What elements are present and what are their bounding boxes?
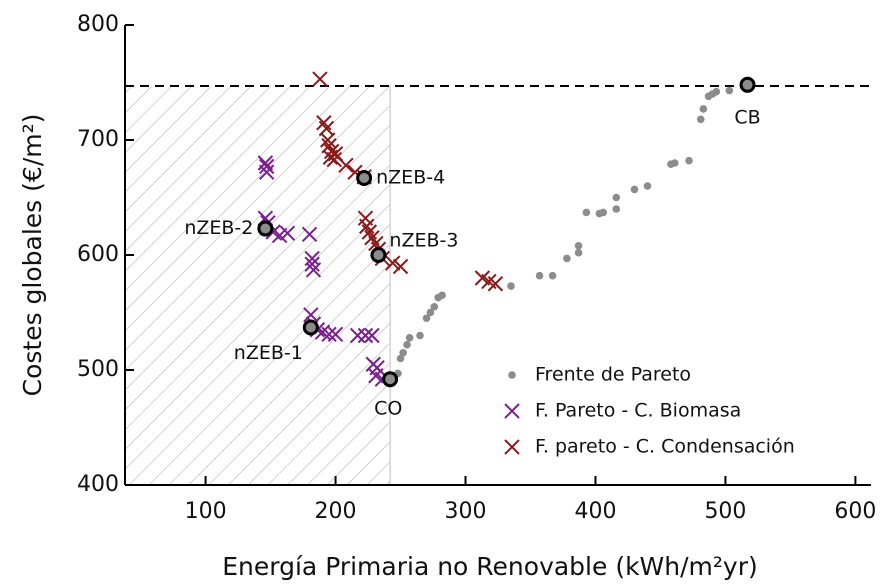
point xyxy=(725,86,734,95)
point xyxy=(258,164,275,180)
point xyxy=(385,255,401,271)
point xyxy=(599,208,608,217)
point xyxy=(321,326,337,343)
point xyxy=(422,314,431,323)
point xyxy=(303,307,319,323)
point xyxy=(612,193,621,202)
y-tick-label: 800 xyxy=(77,12,119,37)
point xyxy=(507,282,515,290)
y-tick-label: 600 xyxy=(77,242,119,267)
hatched-region xyxy=(125,85,391,485)
y-tick-label: 500 xyxy=(77,357,119,382)
point xyxy=(399,348,407,357)
point xyxy=(392,258,409,275)
point xyxy=(396,354,405,363)
point xyxy=(685,156,693,165)
legend-label: F. Pareto - C. Biomasa xyxy=(535,400,741,422)
y-axis-label: Costes globales (€/m²) xyxy=(18,114,47,397)
point xyxy=(430,302,439,311)
x-tick-label: 200 xyxy=(315,499,357,524)
point xyxy=(279,225,296,241)
point xyxy=(630,185,639,194)
annotation: nZEB-4 xyxy=(376,166,445,188)
point xyxy=(416,331,424,340)
annotation: nZEB-3 xyxy=(389,230,458,252)
x-tick-label: 100 xyxy=(185,499,227,524)
point xyxy=(643,182,652,190)
point xyxy=(699,105,708,113)
highlight-point xyxy=(370,247,387,263)
point xyxy=(487,276,504,292)
point xyxy=(574,242,583,250)
legend-marker xyxy=(504,439,520,455)
point xyxy=(426,308,435,317)
point xyxy=(403,340,411,349)
point xyxy=(301,226,318,243)
point xyxy=(326,151,342,168)
point xyxy=(712,87,721,96)
point xyxy=(438,291,446,300)
x-tick-label: 600 xyxy=(834,499,876,524)
point xyxy=(563,254,571,263)
annotation: nZEB-1 xyxy=(234,342,303,364)
point xyxy=(582,208,591,217)
point xyxy=(357,327,374,344)
x-tick-label: 400 xyxy=(574,499,616,524)
point xyxy=(258,158,275,175)
legend-marker xyxy=(508,371,516,379)
point xyxy=(349,327,366,344)
x-axis-label: Energía Primaria no Renovable (kWh/m²yr) xyxy=(222,552,758,581)
point xyxy=(612,205,621,213)
highlight-point xyxy=(739,76,756,93)
point xyxy=(548,271,557,280)
highlight-point xyxy=(302,319,319,336)
point xyxy=(574,248,583,257)
highlight-point xyxy=(257,220,274,237)
legend-label: Frente de Pareto xyxy=(535,364,691,386)
highlight-point xyxy=(356,169,373,186)
point xyxy=(364,327,380,344)
annotation: CO xyxy=(374,398,402,420)
highlight-point xyxy=(382,371,399,388)
legend-label: F. pareto - C. Condensación xyxy=(535,436,795,458)
point xyxy=(535,271,544,280)
point xyxy=(327,326,344,343)
point xyxy=(696,115,705,124)
point xyxy=(305,262,322,278)
x-tick-label: 500 xyxy=(704,499,746,524)
legend-marker xyxy=(504,403,520,419)
annotation: nZEB-2 xyxy=(184,217,253,239)
y-tick-label: 700 xyxy=(77,127,119,152)
point xyxy=(338,157,354,174)
point xyxy=(670,159,679,167)
x-tick-label: 300 xyxy=(445,499,487,524)
annotation: CB xyxy=(734,106,760,128)
point xyxy=(320,132,336,148)
y-tick-label: 400 xyxy=(77,472,119,497)
point xyxy=(304,256,320,272)
point xyxy=(312,71,328,87)
point xyxy=(405,334,414,342)
